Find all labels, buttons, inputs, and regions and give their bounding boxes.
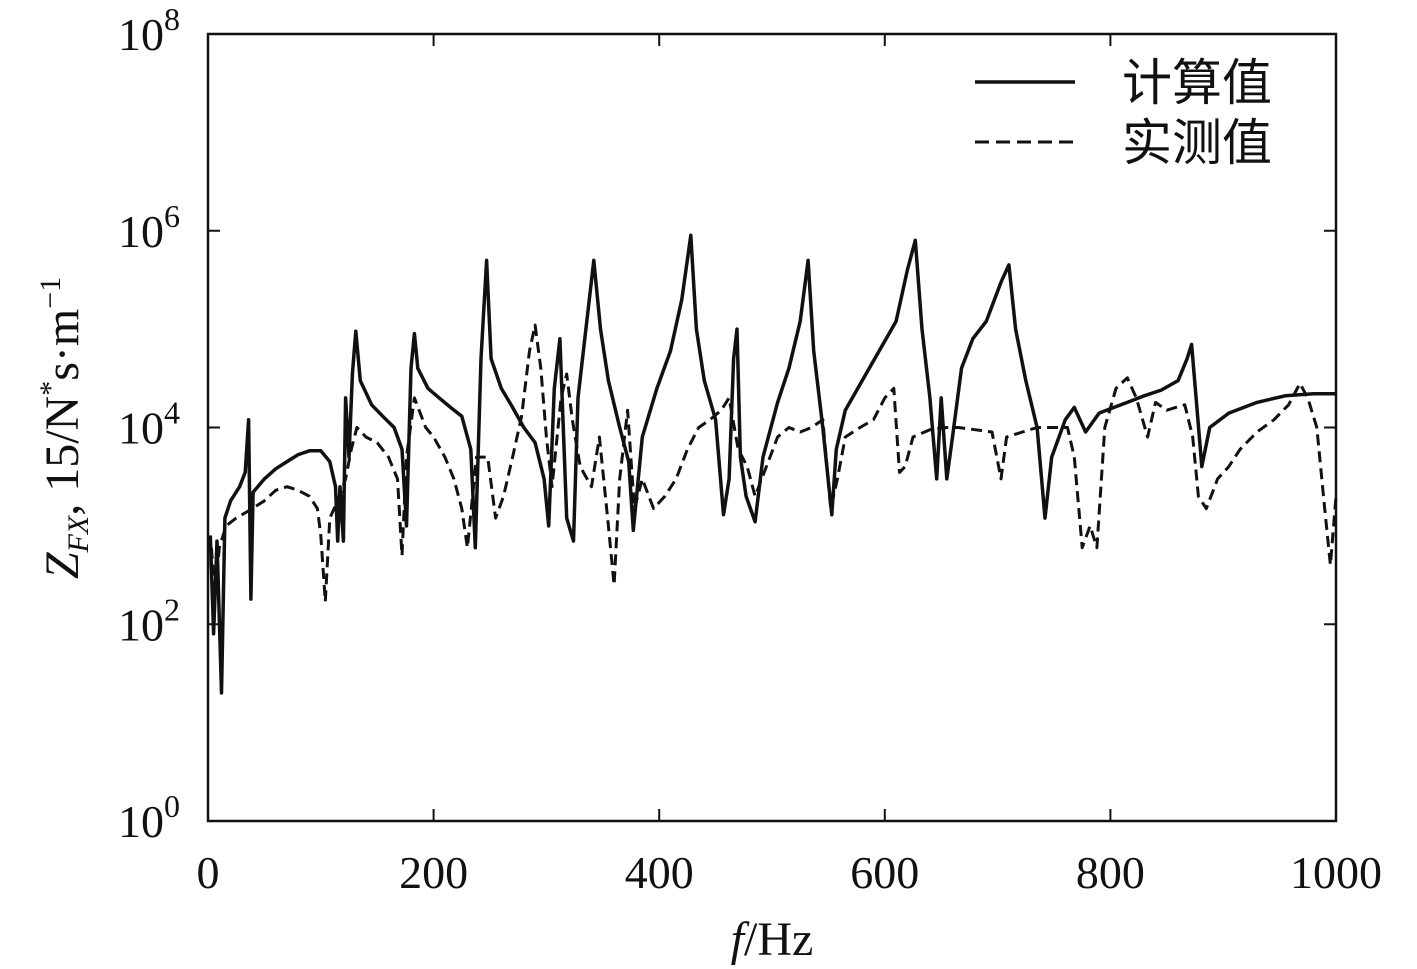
x-tick-label: 600 — [850, 847, 919, 898]
y-tick-label: 108 — [118, 1, 180, 60]
legend-label-computed: 计算值 — [1122, 54, 1272, 112]
legend: 计算值 实测值 — [975, 54, 1272, 172]
x-axis-title: f/Hz — [731, 913, 814, 966]
x-tick-label: 0 — [197, 847, 220, 898]
x-tick-label: 400 — [625, 847, 694, 898]
y-axis-title-var: Z — [36, 551, 89, 579]
y-tick-label: 106 — [118, 198, 180, 257]
legend-label-measured: 实测值 — [1122, 114, 1272, 172]
y-tick-label: 100 — [118, 788, 180, 847]
x-tick-label: 1000 — [1290, 847, 1382, 898]
x-axis-ticks: 0 200 400 600 800 1000 — [197, 34, 1382, 898]
y-axis-title-mid: s·m — [36, 309, 89, 381]
y-tick-label: 104 — [118, 395, 180, 454]
x-tick-label: 200 — [399, 847, 468, 898]
series-line-computed — [208, 233, 1336, 695]
plot-content — [208, 233, 1338, 695]
y-axis-title-sup1: * — [34, 381, 67, 396]
x-tick-label: 800 — [1076, 847, 1145, 898]
y-axis-title-sub: FX — [62, 514, 95, 553]
y-tick-label: 102 — [118, 591, 180, 650]
y-axis-ticks: 100 102 104 106 108 — [118, 1, 1336, 847]
y-axis-title: ZFX, 15/N*s·m−1 — [34, 277, 95, 579]
y-axis-title-sup2: −1 — [34, 277, 67, 309]
series-line-measured — [209, 323, 1338, 604]
x-axis-title-unit: /Hz — [744, 913, 813, 966]
y-axis-title-rest: , 15/N — [36, 396, 89, 516]
